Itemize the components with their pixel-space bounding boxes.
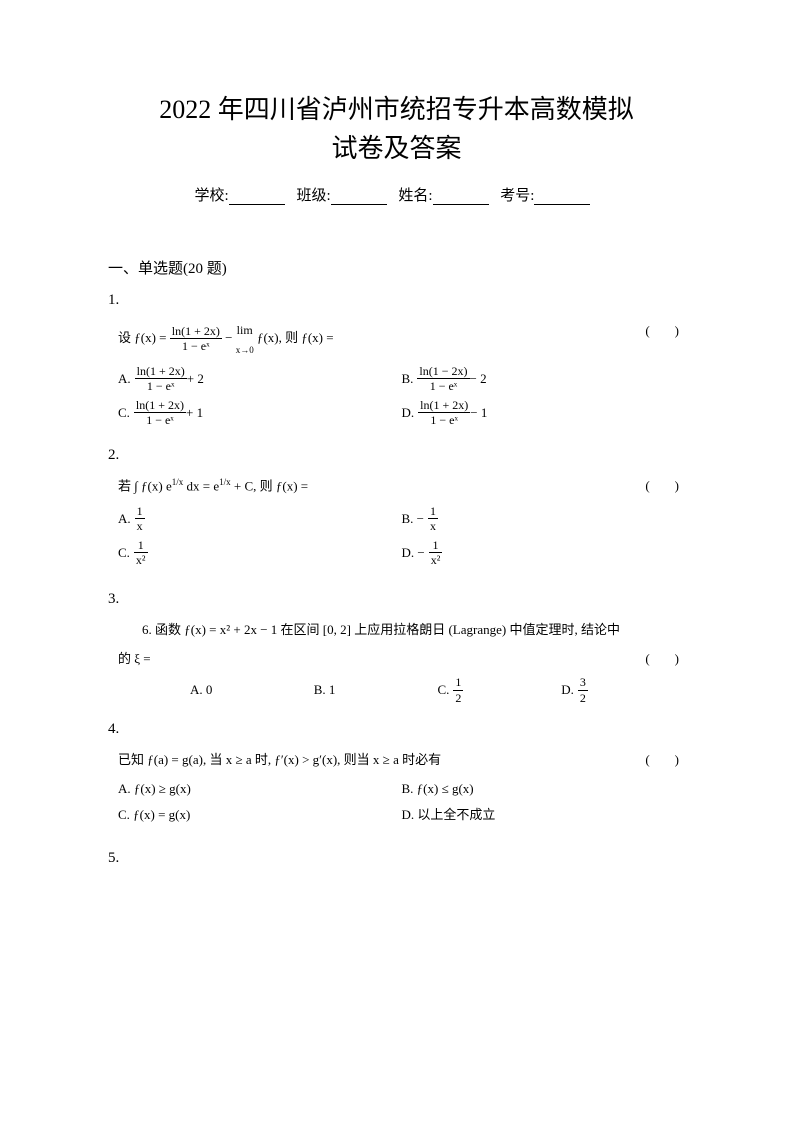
q1-row1: A. ln(1 + 2x)1 − eˣ + 2 B. ln(1 − 2x)1 −… [118,363,685,395]
q3-optC: C. 12 [438,675,562,705]
q3-body: 6. 函数 ƒ(x) = x² + 2x − 1 在区间 [0, 2] 上应用拉… [118,618,685,705]
q2-row1: A. 1x B. − 1x [118,503,685,535]
q1-optD: D. ln(1 + 2x)1 − eˣ − 1 [402,397,686,429]
q4-paren: ( ) [645,748,685,773]
q4-row2: C. ƒ(x) = g(x) D. 以上全不成立 [118,803,685,828]
class-blank [331,189,387,205]
q4-stem: 已知 ƒ(a) = g(a), 当 x ≥ a 时, ƒ′(x) > g′(x)… [118,748,685,773]
q3-stem-line2: 的 ξ = ( ) [118,647,685,672]
q1-stem-post: ƒ(x), 则 ƒ(x) = [257,330,334,345]
q1-stem-pre: 设 ƒ(x) = [118,330,170,345]
q1-stem-mid: − [225,330,236,345]
name-blank [433,189,489,205]
q2-row2: C. 1x² D. − 1x² [118,537,685,569]
examno-blank [534,189,590,205]
q4-row1: A. ƒ(x) ≥ g(x) B. ƒ(x) ≤ g(x) [118,777,685,802]
q3-options: A. 0 B. 1 C. 12 D. 32 [190,675,685,705]
q3-number: 3. [108,591,685,608]
q3-optB: B. 1 [314,675,438,705]
q2-stem: 若 ∫ ƒ(x) e1/x dx = e1/x + C, 则 ƒ(x) = ( … [118,474,685,499]
q2-optA: A. 1x [118,503,402,535]
page-title: 2022 年四川省泸州市统招专升本高数模拟 试卷及答案 [108,90,685,168]
q3-stem-line1: 6. 函数 ƒ(x) = x² + 2x − 1 在区间 [0, 2] 上应用拉… [142,618,685,643]
school-label: 学校: [195,188,229,204]
examno-label: 考号: [500,188,534,204]
q1-optC: C. ln(1 + 2x)1 − eˣ + 1 [118,397,402,429]
q4-optD: D. 以上全不成立 [402,803,686,828]
class-label: 班级: [296,188,330,204]
q2-optC: C. 1x² [118,537,402,569]
school-blank [229,189,285,205]
q4-optA: A. ƒ(x) ≥ g(x) [118,777,402,802]
q4-number: 4. [108,721,685,738]
q1-body: 设 ƒ(x) = ln(1 + 2x) 1 − eˣ − lim x→0 ƒ(x… [118,319,685,429]
q1-stem-frac: ln(1 + 2x) 1 − eˣ [170,324,222,354]
q1-stem: 设 ƒ(x) = ln(1 + 2x) 1 − eˣ − lim x→0 ƒ(x… [118,319,685,359]
title-line1: 2022 年四川省泸州市统招专升本高数模拟 [159,95,634,124]
q4-optC: C. ƒ(x) = g(x) [118,803,402,828]
q1-paren: ( ) [645,319,685,344]
title-line2: 试卷及答案 [331,134,461,163]
q3-optA: A. 0 [190,675,314,705]
q3-optD: D. 32 [561,675,685,705]
name-label: 姓名: [398,188,432,204]
q4-body: 已知 ƒ(a) = g(a), 当 x ≥ a 时, ƒ′(x) > g′(x)… [118,748,685,828]
q4-optB: B. ƒ(x) ≤ g(x) [402,777,686,802]
q1-optA: A. ln(1 + 2x)1 − eˣ + 2 [118,363,402,395]
q1-optB: B. ln(1 − 2x)1 − eˣ − 2 [402,363,686,395]
student-info-line: 学校: 班级: 姓名: 考号: [108,184,685,205]
q2-body: 若 ∫ ƒ(x) e1/x dx = e1/x + C, 则 ƒ(x) = ( … [118,474,685,569]
q1-row2: C. ln(1 + 2x)1 − eˣ + 1 D. ln(1 + 2x)1 −… [118,397,685,429]
q1-number: 1. [108,292,685,309]
q3-paren: ( ) [645,647,685,672]
q1-lim: lim x→0 [236,319,254,359]
q2-number: 2. [108,447,685,464]
section-1-header: 一、单选题(20 题) [108,257,685,278]
q2-optB: B. − 1x [402,503,686,535]
q5-number: 5. [108,850,685,867]
q2-paren: ( ) [645,474,685,499]
q2-optD: D. − 1x² [402,537,686,569]
